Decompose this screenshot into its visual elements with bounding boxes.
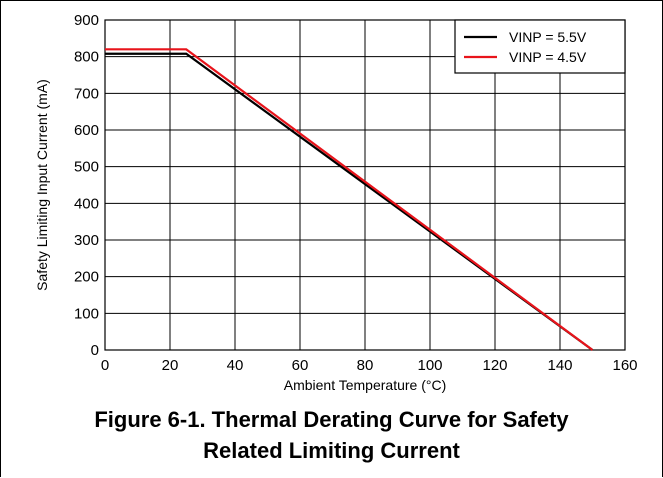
y-tick-label: 0 <box>91 342 99 359</box>
y-tick-labels: 0 100 200 300 400 500 600 700 800 900 <box>74 12 99 359</box>
y-tick-label: 900 <box>74 12 99 29</box>
y-tick-label: 700 <box>74 85 99 102</box>
plot-area <box>104 19 626 351</box>
legend-label: VINP = 5.5V <box>509 29 587 45</box>
x-tick-label: 80 <box>357 357 374 374</box>
series-line-2 <box>105 48 594 351</box>
x-tick-label: 140 <box>547 357 572 374</box>
caption-line-1: Figure 6-1. Thermal Derating Curve for S… <box>94 407 569 432</box>
x-axis-label: Ambient Temperature (°C) <box>284 377 447 393</box>
y-tick-label: 500 <box>74 159 99 176</box>
thermal-derating-chart: 0 20 40 60 80 100 120 140 160 0 100 200 300 400 500 60… <box>34 12 638 393</box>
y-tick-label: 400 <box>74 195 99 212</box>
x-tick-label: 60 <box>292 357 309 374</box>
x-tick-labels: 0 20 40 60 80 100 120 140 160 <box>101 357 638 374</box>
x-tick-label: 20 <box>162 357 179 374</box>
legend: VINP = 5.5V VINP = 4.5V <box>454 19 626 74</box>
series-line-1 <box>105 52 594 351</box>
y-tick-label: 100 <box>74 305 99 322</box>
series-lines <box>105 48 594 351</box>
x-tick-label: 120 <box>482 357 507 374</box>
figure-caption: Figure 6-1. Thermal Derating Curve for S… <box>0 404 663 466</box>
caption-line-2: Related Limiting Current <box>203 438 460 463</box>
legend-label: VINP = 4.5V <box>509 49 587 65</box>
x-tick-label: 40 <box>227 357 244 374</box>
y-tick-label: 300 <box>74 232 99 249</box>
legend-box <box>454 19 626 74</box>
y-tick-label: 200 <box>74 269 99 286</box>
x-tick-label: 160 <box>612 357 637 374</box>
y-axis-label: Safety Limiting Input Current (mA) <box>34 79 50 291</box>
y-tick-label: 600 <box>74 122 99 139</box>
x-tick-label: 0 <box>101 357 109 374</box>
x-tick-label: 100 <box>417 357 442 374</box>
y-tick-label: 800 <box>74 49 99 66</box>
